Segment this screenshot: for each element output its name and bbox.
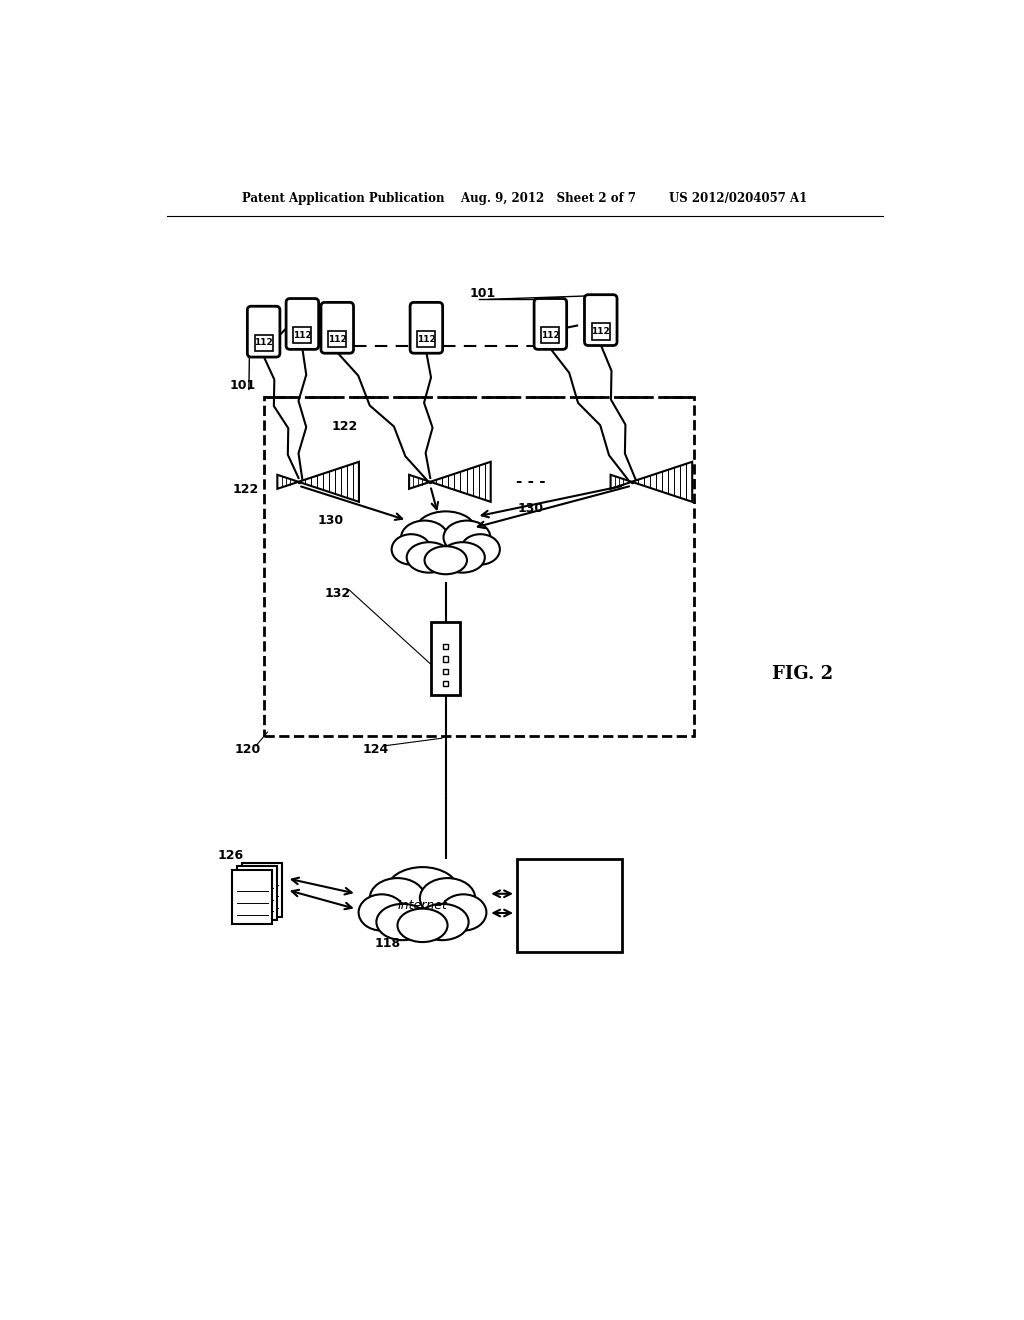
- Text: 118: 118: [375, 937, 400, 950]
- Text: 112: 112: [254, 338, 273, 347]
- Text: 132: 132: [325, 587, 350, 601]
- Ellipse shape: [440, 543, 484, 573]
- Ellipse shape: [391, 535, 431, 565]
- Ellipse shape: [416, 904, 469, 940]
- FancyBboxPatch shape: [410, 302, 442, 354]
- Text: 112: 112: [541, 331, 560, 339]
- FancyBboxPatch shape: [535, 298, 566, 350]
- Ellipse shape: [420, 878, 475, 919]
- Text: 122: 122: [232, 483, 259, 496]
- Ellipse shape: [397, 908, 447, 942]
- Text: 101: 101: [229, 379, 256, 392]
- Text: 124: 124: [362, 743, 389, 756]
- FancyBboxPatch shape: [286, 298, 318, 350]
- Text: 122: 122: [332, 420, 358, 433]
- Text: - - -: - - -: [516, 474, 546, 490]
- Bar: [443, 668, 449, 675]
- Text: 141: 141: [569, 861, 596, 874]
- Text: 112: 112: [592, 327, 610, 335]
- Bar: [517, 859, 622, 952]
- Polygon shape: [632, 462, 692, 502]
- Polygon shape: [430, 462, 490, 502]
- Bar: [443, 656, 449, 661]
- Ellipse shape: [386, 867, 459, 915]
- Ellipse shape: [407, 543, 452, 573]
- Ellipse shape: [358, 895, 404, 931]
- Bar: [293, 327, 311, 343]
- Text: 126: 126: [218, 849, 244, 862]
- Ellipse shape: [370, 878, 425, 919]
- Bar: [443, 681, 449, 686]
- Polygon shape: [299, 462, 359, 502]
- Text: 130: 130: [318, 513, 344, 527]
- Bar: [592, 323, 610, 339]
- Text: 101: 101: [470, 286, 496, 300]
- Bar: [542, 327, 559, 343]
- Polygon shape: [278, 475, 299, 488]
- Text: 112: 112: [417, 334, 436, 343]
- Ellipse shape: [443, 520, 490, 554]
- Text: Patent Application Publication    Aug. 9, 2012   Sheet 2 of 7        US 2012/020: Patent Application Publication Aug. 9, 2…: [242, 191, 808, 205]
- Ellipse shape: [377, 904, 429, 940]
- Ellipse shape: [415, 511, 476, 552]
- Bar: [418, 331, 435, 347]
- FancyBboxPatch shape: [585, 294, 617, 346]
- Text: Internet: Internet: [397, 899, 447, 912]
- Bar: [328, 331, 346, 347]
- Bar: [443, 644, 449, 649]
- FancyBboxPatch shape: [248, 306, 280, 358]
- Ellipse shape: [401, 520, 447, 554]
- Text: 130: 130: [518, 502, 544, 515]
- Bar: [242, 863, 283, 917]
- Bar: [263, 397, 693, 737]
- Bar: [255, 335, 272, 351]
- Text: FIG. 2: FIG. 2: [772, 665, 833, 684]
- Bar: [431, 622, 461, 696]
- Bar: [232, 870, 272, 924]
- FancyBboxPatch shape: [321, 302, 353, 354]
- Ellipse shape: [440, 895, 486, 931]
- Text: 120: 120: [234, 743, 261, 756]
- Polygon shape: [610, 475, 632, 488]
- Polygon shape: [410, 475, 430, 488]
- Bar: [237, 866, 278, 920]
- Text: 112: 112: [293, 331, 311, 339]
- Text: 112: 112: [328, 334, 347, 343]
- Ellipse shape: [461, 535, 500, 565]
- Ellipse shape: [425, 546, 467, 574]
